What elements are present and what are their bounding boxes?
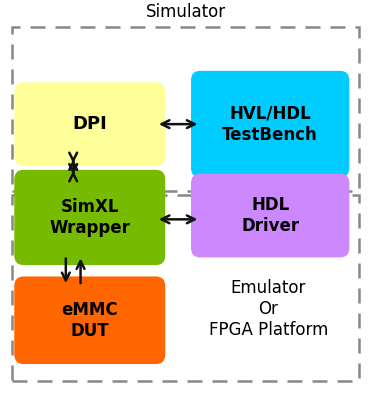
Text: HDL
Driver: HDL Driver — [241, 196, 299, 235]
FancyBboxPatch shape — [14, 277, 165, 364]
FancyBboxPatch shape — [191, 174, 349, 257]
FancyBboxPatch shape — [14, 82, 165, 166]
Text: DPI: DPI — [72, 115, 107, 133]
FancyBboxPatch shape — [14, 170, 165, 265]
Text: Simulator: Simulator — [145, 3, 226, 21]
Text: Emulator
Or
FPGA Platform: Emulator Or FPGA Platform — [209, 279, 328, 338]
Text: SimXL
Wrapper: SimXL Wrapper — [49, 198, 130, 237]
Text: eMMC
DUT: eMMC DUT — [62, 301, 118, 340]
FancyBboxPatch shape — [191, 71, 349, 177]
Text: HVL/HDL
TestBench: HVL/HDL TestBench — [222, 105, 318, 143]
